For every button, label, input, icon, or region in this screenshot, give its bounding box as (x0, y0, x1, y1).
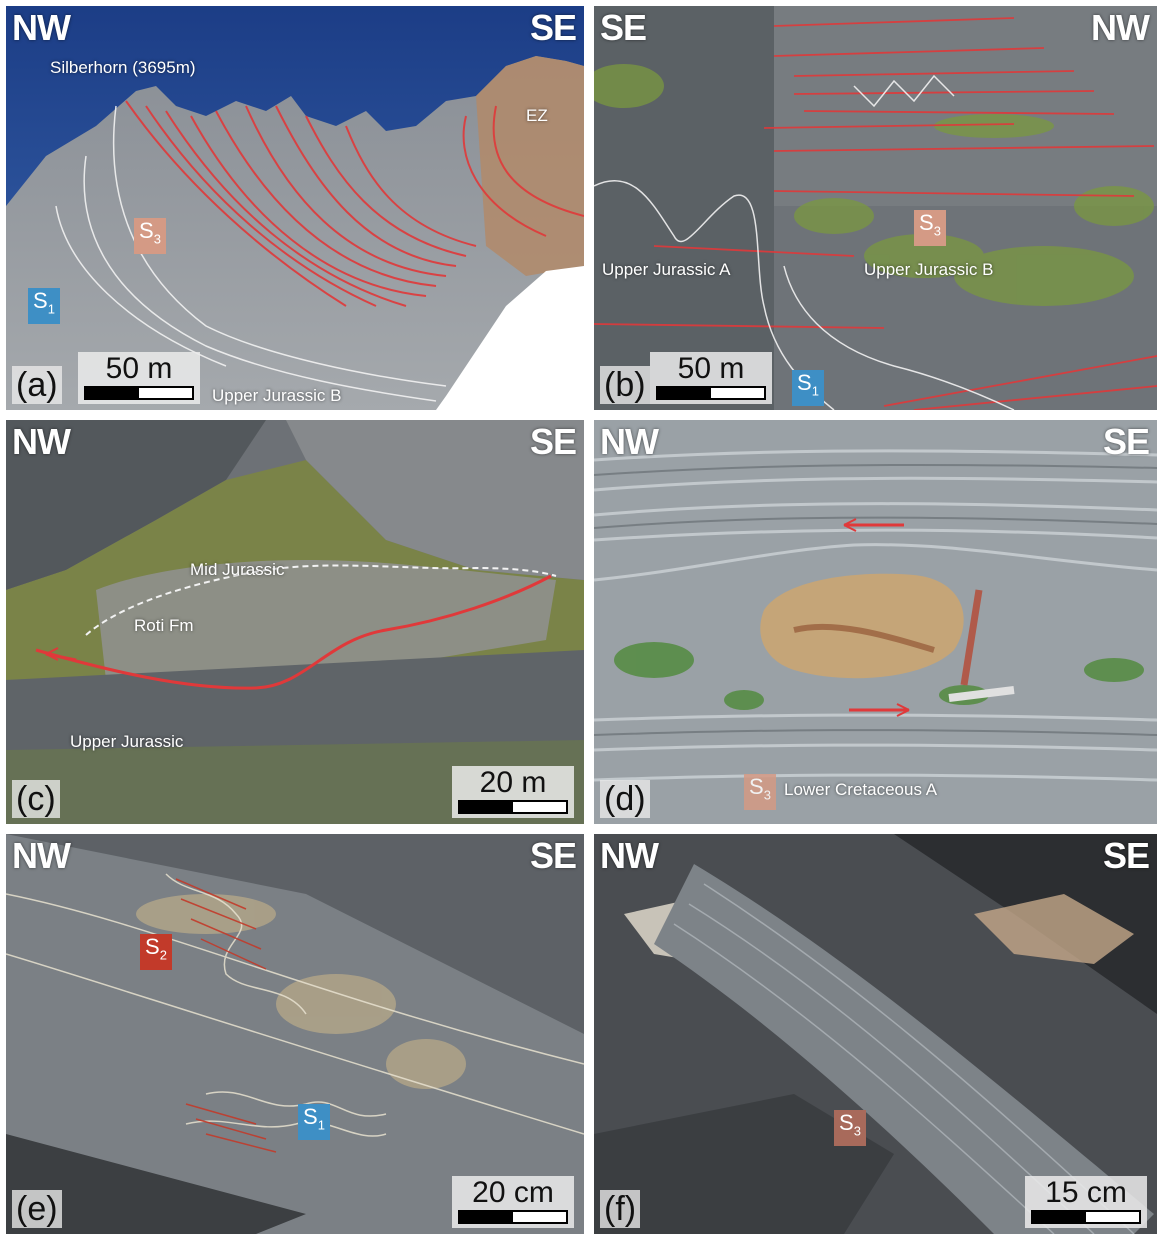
panel-label: (f) (600, 1190, 641, 1228)
s1-tag: S1 (28, 288, 60, 325)
orientation-right: SE (529, 7, 577, 48)
scale-bar: 50 m (78, 352, 200, 404)
panel-label: (c) (12, 780, 60, 818)
panel-d-photo (594, 420, 1157, 824)
s1-tag: S1 (792, 370, 824, 407)
orientation-right: NW (1091, 7, 1150, 48)
scale-text: 20 m (479, 766, 547, 799)
unit-label: Upper Jurassic B (212, 386, 342, 405)
panel-b: SE NW S3 Upper Jurassic A Upper Jurassic… (594, 6, 1157, 410)
orientation-left: NW (12, 835, 71, 876)
s3-tag: S3 (134, 218, 166, 255)
panel-c-photo (6, 420, 584, 824)
scale-bar: 20 cm (452, 1176, 574, 1228)
panel-d: NW SE S3 Lower Cretaceous A (d) (594, 420, 1157, 824)
orientation-left: NW (12, 421, 71, 462)
orientation-left: NW (12, 7, 71, 48)
scale-text: 50 m (677, 352, 745, 385)
roti-fm-label: Roti Fm (134, 616, 194, 635)
panel-a-photo (6, 6, 584, 410)
orientation-right: SE (529, 421, 577, 462)
s3-tag: S3 (744, 774, 776, 811)
panel-c: NW SE Mid Jurassic Roti Fm Upper Jurassi… (6, 420, 584, 824)
mid-jurassic-label: Mid Jurassic (190, 560, 285, 579)
orientation-left: NW (600, 835, 659, 876)
panel-e: NW SE S2 S1 (e) 20 cm (6, 834, 584, 1234)
scale-text: 15 cm (1045, 1176, 1127, 1209)
unit-b-label: Upper Jurassic B (864, 260, 994, 279)
orientation-right: SE (1102, 421, 1150, 462)
upper-jurassic-label: Upper Jurassic (70, 732, 184, 751)
orientation-left: NW (600, 421, 659, 462)
panel-b-photo (594, 6, 1157, 410)
panel-f-photo (594, 834, 1157, 1234)
s2-tag: S2 (140, 934, 172, 971)
scale-text: 50 m (105, 352, 173, 385)
orientation-left: SE (600, 7, 647, 48)
s1-tag: S1 (298, 1104, 330, 1141)
orientation-right: SE (1102, 835, 1150, 876)
panel-label: (d) (600, 780, 650, 818)
panel-label: (b) (600, 366, 650, 404)
panel-label: (e) (12, 1190, 62, 1228)
panel-f: NW SE S3 (f) 15 cm (594, 834, 1157, 1234)
orientation-right: SE (529, 835, 577, 876)
unit-a-label: Upper Jurassic A (602, 260, 731, 279)
peak-label: Silberhorn (3695m) (50, 58, 196, 77)
panel-a: NW SE Silberhorn (3695m) EZ S3 S1 (a) 50… (6, 6, 584, 410)
zone-label: EZ (526, 106, 548, 125)
s3-tag: S3 (834, 1110, 866, 1147)
scale-bar: 50 m (650, 352, 772, 404)
unit-label: Lower Cretaceous A (784, 780, 938, 799)
scale-text: 20 cm (472, 1176, 554, 1209)
scale-bar: 15 cm (1025, 1176, 1147, 1228)
s3-tag: S3 (914, 210, 946, 247)
scale-bar: 20 m (452, 766, 574, 818)
panel-label: (a) (12, 366, 62, 404)
panel-e-photo (6, 834, 584, 1234)
